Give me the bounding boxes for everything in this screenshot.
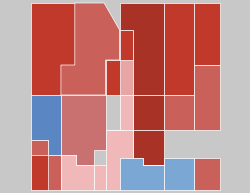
Polygon shape xyxy=(61,155,94,190)
Polygon shape xyxy=(133,130,164,165)
Polygon shape xyxy=(31,95,61,155)
Polygon shape xyxy=(94,165,106,190)
Polygon shape xyxy=(194,158,220,190)
Polygon shape xyxy=(31,140,61,190)
Polygon shape xyxy=(164,95,194,130)
Polygon shape xyxy=(164,3,194,95)
Polygon shape xyxy=(106,30,133,95)
Polygon shape xyxy=(120,60,133,95)
Polygon shape xyxy=(120,3,164,95)
Polygon shape xyxy=(120,158,164,190)
Polygon shape xyxy=(31,155,48,190)
Polygon shape xyxy=(106,130,133,190)
Polygon shape xyxy=(31,3,75,95)
Polygon shape xyxy=(120,95,133,130)
Polygon shape xyxy=(61,3,120,95)
Polygon shape xyxy=(133,95,164,130)
Polygon shape xyxy=(194,3,220,65)
Polygon shape xyxy=(61,95,133,165)
Polygon shape xyxy=(143,158,195,190)
Polygon shape xyxy=(194,65,220,130)
Polygon shape xyxy=(164,158,194,190)
